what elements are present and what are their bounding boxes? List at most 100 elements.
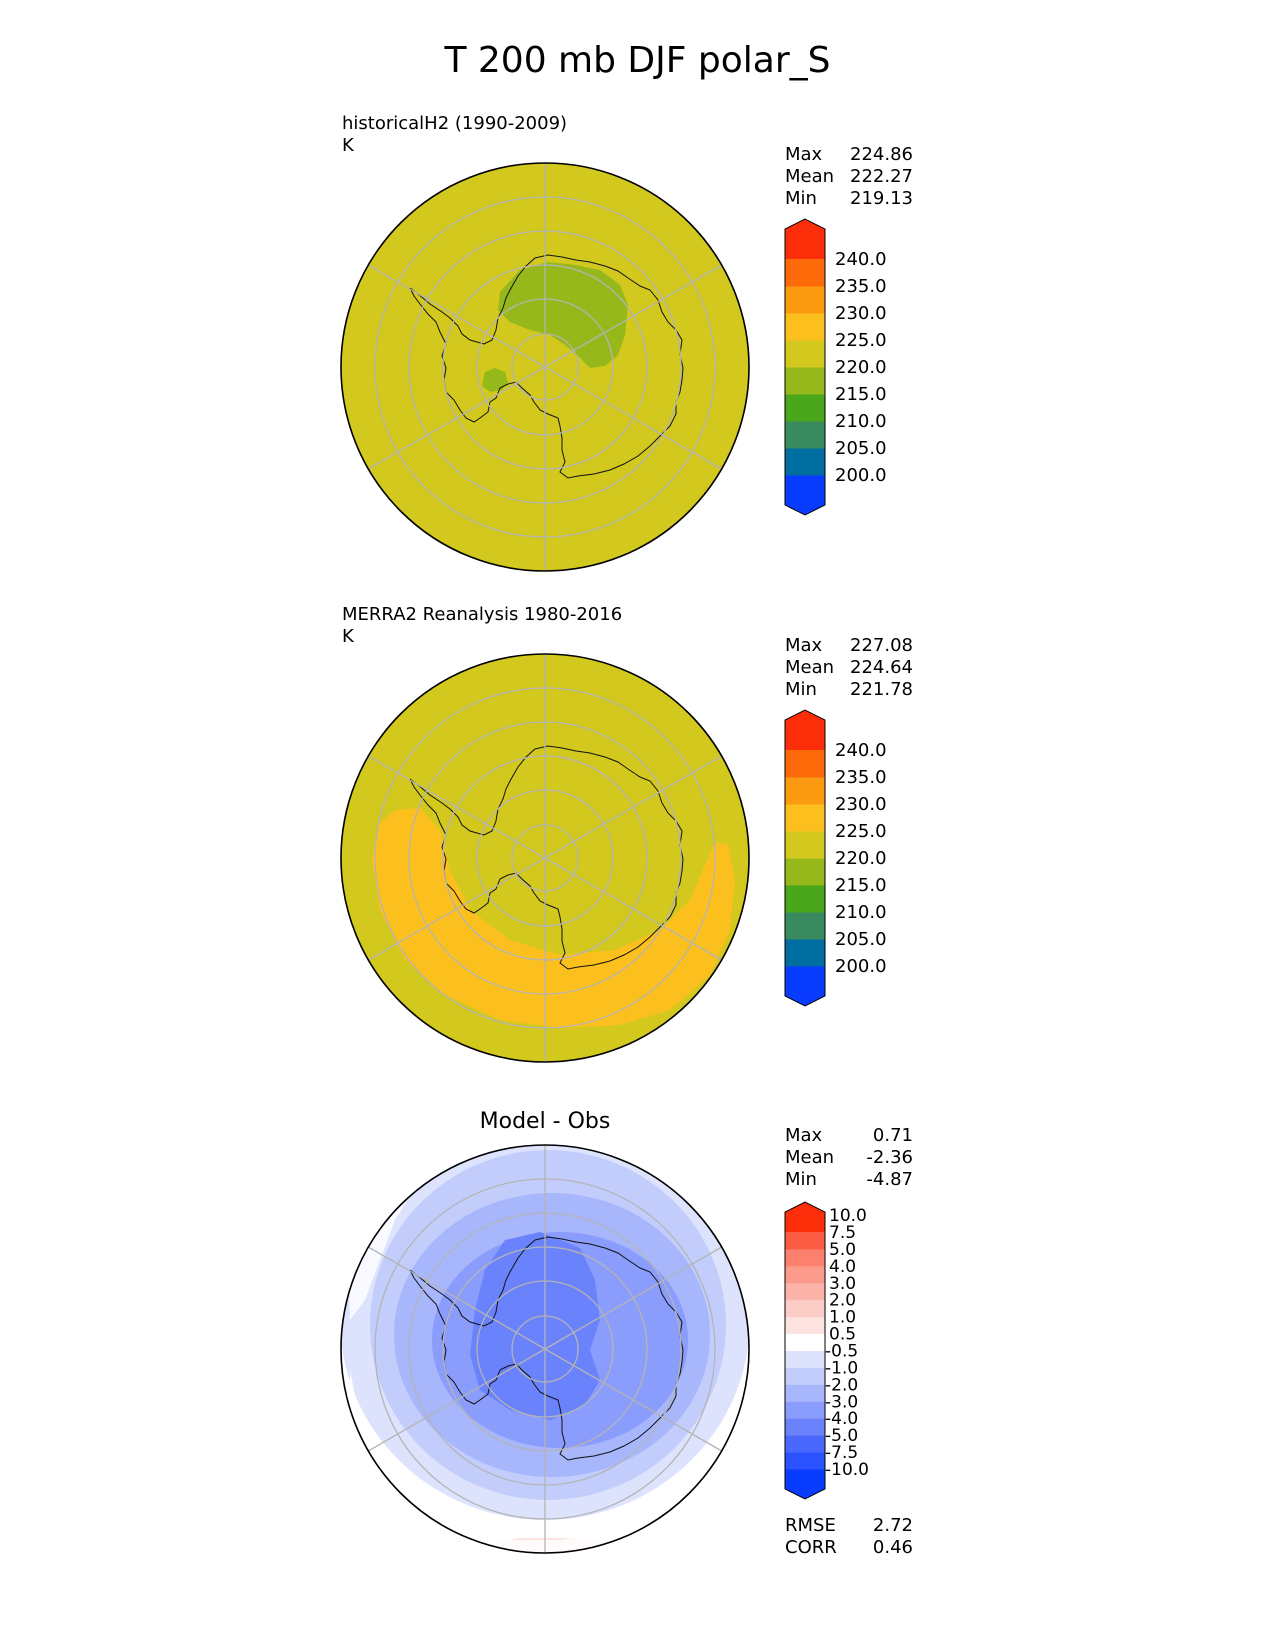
- colorbar-tick-label: -10.0: [825, 1460, 869, 1480]
- colorbar-segment: [785, 1435, 825, 1453]
- panel-2-units: K: [342, 626, 354, 647]
- figure-title: T 200 mb DJF polar_S: [444, 40, 831, 81]
- map-boundary: [340, 162, 750, 572]
- panel-2-stats: Max 227.08 Mean 224.64 Min 221.78: [785, 635, 913, 701]
- colorbar-tick-label: 240.0: [835, 249, 887, 270]
- colorbar-segment: [785, 939, 825, 967]
- colorbar-segment: [785, 1452, 825, 1470]
- colorbar-segment: [785, 367, 825, 395]
- colorbar-segment: [785, 1367, 825, 1385]
- panel-3-stats: Max 0.71 Mean -2.36 Min -4.87: [785, 1125, 913, 1191]
- panel-1-stats: Max 224.86 Mean 222.27 Min 219.13: [785, 144, 913, 210]
- colorbar-tick-label: -5.0: [825, 1426, 858, 1446]
- colorbar-outline: [784, 1201, 826, 1500]
- stat-mean: Mean -2.36: [785, 1147, 913, 1168]
- colorbar-extend-min: [785, 966, 825, 1006]
- panel-1-label: historicalH2 (1990-2009): [342, 113, 568, 134]
- colorbar-segment: [785, 1265, 825, 1284]
- map-boundary: [340, 653, 750, 1063]
- colorbar-tick-label: -0.5: [825, 1342, 858, 1362]
- stat-max: Max 227.08: [785, 635, 913, 656]
- colorbar-tick-label: -3.0: [825, 1392, 858, 1412]
- stat-mean: Mean 224.64: [785, 657, 913, 678]
- colorbar-tick-label: 1.0: [829, 1308, 856, 1328]
- low-region-small: [482, 368, 508, 392]
- map-overlay-2: [368, 654, 722, 1062]
- meridian-line: [544, 366, 722, 470]
- colorbar-outline: [784, 709, 826, 1007]
- colorbar-tick-label: 215.0: [835, 875, 887, 896]
- colorbar-outline: [784, 218, 826, 516]
- map-overlay-1: [368, 163, 722, 571]
- colorbar-segment: [785, 313, 825, 341]
- colorbar-tick-label: 240.0: [835, 740, 887, 761]
- meridian-line: [368, 264, 546, 368]
- stat-mean: Mean 222.27: [785, 166, 913, 187]
- meridian-line: [544, 264, 722, 368]
- colorbar-segment: [785, 1384, 825, 1402]
- colorbar-segment: [785, 1248, 825, 1267]
- colorbar-tick-label: 4.0: [829, 1257, 856, 1277]
- meridian-line: [544, 1246, 722, 1350]
- colorbar-segment: [785, 1333, 825, 1351]
- colorbar-segment: [785, 1282, 825, 1301]
- colorbar-segment: [785, 885, 825, 913]
- meridian-line: [368, 755, 546, 859]
- stat-corr: CORR 0.46: [785, 1537, 913, 1558]
- colorbar-tick-label: 10.0: [829, 1206, 867, 1226]
- map-boundary: [340, 1144, 750, 1554]
- colorbar-1: 200.0 205.0 210.0 215.0 220.0 225.0 230.0 235.0…: [784, 218, 887, 516]
- stat-max: Max 0.71: [785, 1125, 913, 1146]
- colorbar-segment: [785, 1316, 825, 1335]
- stat-max: Max 224.86: [785, 144, 913, 165]
- panel-1-units: K: [342, 135, 354, 156]
- colorbar-2: 200.0 205.0 210.0 215.0 220.0 225.0 230.0 235.0…: [784, 709, 887, 1007]
- colorbar-tick-label: 210.0: [835, 411, 887, 432]
- panel-2-label: MERRA2 Reanalysis 1980-2016: [342, 604, 623, 625]
- colorbar-tick-label: 220.0: [835, 848, 887, 869]
- colorbar-segment: [785, 1232, 825, 1250]
- colorbar-segment: [785, 1350, 825, 1368]
- meridian-line: [544, 1348, 722, 1452]
- colorbar-tick-label: 235.0: [835, 276, 887, 297]
- colorbar-tick-label: 225.0: [835, 821, 887, 842]
- colorbar-segment: [785, 340, 825, 368]
- meridian-line: [544, 755, 722, 859]
- colorbar-segment: [785, 804, 825, 832]
- stat-min: Min 219.13: [785, 188, 913, 209]
- colorbar-tick-label: 215.0: [835, 384, 887, 405]
- colorbar-extend-max: [785, 219, 825, 259]
- colorbar-tick-label: 230.0: [835, 303, 887, 324]
- colorbar-extend-max: [785, 710, 825, 750]
- colorbar-tick-label: -7.5: [825, 1443, 858, 1463]
- colorbar-tick-label: 0.5: [829, 1325, 856, 1345]
- colorbar-tick-label: 235.0: [835, 767, 887, 788]
- colorbar-segment: [785, 858, 825, 886]
- colorbar-segment: [785, 1418, 825, 1436]
- meridian-line: [368, 1348, 546, 1452]
- colorbar-segment: [785, 259, 825, 287]
- map-overlay-3: [368, 1145, 722, 1553]
- colorbar-tick-label: 225.0: [835, 330, 887, 351]
- colorbar-segment: [785, 912, 825, 940]
- meridian-line: [368, 857, 546, 961]
- panel-3-metrics: RMSE 2.72 CORR 0.46: [785, 1515, 913, 1559]
- colorbar-tick-label: 230.0: [835, 794, 887, 815]
- panel-3-title: Model - Obs: [479, 1109, 611, 1134]
- colorbar-tick-label: -4.0: [825, 1409, 858, 1429]
- meridian-line: [544, 857, 722, 961]
- colorbar-extend-max: [785, 1202, 825, 1232]
- colorbar-segment: [785, 286, 825, 314]
- colorbar-tick-label: 220.0: [835, 357, 887, 378]
- colorbar-segment: [785, 421, 825, 449]
- colorbar-3: -10.0-7.5-5.0-4.0-3.0-2.0-1.0-0.50.51.02…: [784, 1201, 869, 1500]
- colorbar-tick-label: 7.5: [829, 1223, 856, 1243]
- colorbar-segment: [785, 1299, 825, 1318]
- low-region: [498, 262, 628, 368]
- colorbar-tick-label: 205.0: [835, 438, 887, 459]
- colorbar-tick-label: 210.0: [835, 902, 887, 923]
- stat-min: Min -4.87: [785, 1169, 913, 1190]
- colorbar-segment: [785, 1401, 825, 1419]
- meridian-line: [368, 366, 546, 470]
